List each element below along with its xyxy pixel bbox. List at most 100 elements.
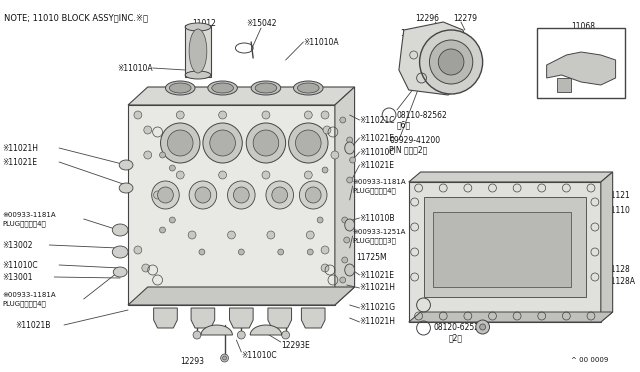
Text: 11110: 11110 xyxy=(605,205,630,215)
Text: ※11010C: ※11010C xyxy=(360,148,395,157)
Text: （24）: （24） xyxy=(448,311,467,321)
Text: ※00933-1181A: ※00933-1181A xyxy=(353,179,406,185)
Ellipse shape xyxy=(255,83,276,93)
Text: ※11021E: ※11021E xyxy=(360,270,394,279)
Text: 11012: 11012 xyxy=(192,19,216,28)
Circle shape xyxy=(219,171,227,179)
Circle shape xyxy=(349,157,356,163)
Text: ※11021G: ※11021G xyxy=(360,304,396,312)
Polygon shape xyxy=(185,25,211,77)
Polygon shape xyxy=(335,87,355,305)
Circle shape xyxy=(176,171,184,179)
Polygon shape xyxy=(268,308,292,328)
Text: ※15042: ※15042 xyxy=(246,19,276,28)
Circle shape xyxy=(203,123,243,163)
Polygon shape xyxy=(128,87,355,105)
Text: 11128A: 11128A xyxy=(605,278,635,286)
Text: 08110-82562: 08110-82562 xyxy=(397,110,448,119)
Text: ※11010A: ※11010A xyxy=(303,38,339,46)
Circle shape xyxy=(340,117,346,123)
Circle shape xyxy=(134,246,142,254)
Ellipse shape xyxy=(185,71,211,79)
Ellipse shape xyxy=(208,81,237,95)
Circle shape xyxy=(438,49,464,75)
Text: ※11010A: ※11010A xyxy=(117,64,153,73)
Circle shape xyxy=(347,137,353,143)
Circle shape xyxy=(262,171,270,179)
Text: 12296E: 12296E xyxy=(400,29,429,38)
Circle shape xyxy=(476,320,490,334)
Circle shape xyxy=(272,187,287,203)
Circle shape xyxy=(331,151,339,159)
Circle shape xyxy=(317,217,323,223)
Text: ※11010C: ※11010C xyxy=(2,260,38,269)
Circle shape xyxy=(266,181,294,209)
Circle shape xyxy=(344,237,349,243)
Ellipse shape xyxy=(294,81,323,95)
Circle shape xyxy=(321,246,329,254)
Circle shape xyxy=(307,249,313,255)
Circle shape xyxy=(238,249,244,255)
Ellipse shape xyxy=(345,142,355,154)
Text: ※11021H: ※11021H xyxy=(2,144,38,153)
Circle shape xyxy=(342,217,348,223)
Circle shape xyxy=(176,111,184,119)
Circle shape xyxy=(253,130,279,156)
Polygon shape xyxy=(601,172,612,322)
Ellipse shape xyxy=(119,183,133,193)
Text: ^ 00 0009: ^ 00 0009 xyxy=(572,357,609,363)
Circle shape xyxy=(195,187,211,203)
Circle shape xyxy=(221,354,228,362)
Text: ※11010C: ※11010C xyxy=(241,350,277,359)
Circle shape xyxy=(161,123,200,163)
Polygon shape xyxy=(201,325,232,335)
Text: NOTE; 11010 BLOCK ASSY（INC.※）: NOTE; 11010 BLOCK ASSY（INC.※） xyxy=(4,13,148,22)
Circle shape xyxy=(134,111,142,119)
Circle shape xyxy=(170,217,175,223)
Circle shape xyxy=(321,111,329,119)
Circle shape xyxy=(188,231,196,239)
Circle shape xyxy=(307,231,314,239)
Text: 12279: 12279 xyxy=(453,13,477,22)
Text: 12296: 12296 xyxy=(415,13,440,22)
Polygon shape xyxy=(128,287,355,305)
Circle shape xyxy=(234,187,249,203)
Circle shape xyxy=(168,130,193,156)
Text: ※11021H: ※11021H xyxy=(360,317,396,327)
Circle shape xyxy=(278,249,284,255)
Circle shape xyxy=(228,181,255,209)
Text: ※11010B: ※11010B xyxy=(360,214,395,222)
Text: ※11021H: ※11021H xyxy=(360,283,396,292)
Circle shape xyxy=(223,356,227,360)
Circle shape xyxy=(323,126,331,134)
Text: 11128: 11128 xyxy=(605,266,630,275)
Text: 11725M: 11725M xyxy=(356,253,387,263)
Circle shape xyxy=(305,111,312,119)
Circle shape xyxy=(199,249,205,255)
Circle shape xyxy=(305,171,312,179)
Ellipse shape xyxy=(119,160,133,170)
Circle shape xyxy=(193,331,201,339)
Ellipse shape xyxy=(251,81,281,95)
Ellipse shape xyxy=(170,83,191,93)
Circle shape xyxy=(210,130,236,156)
Circle shape xyxy=(219,111,227,119)
Circle shape xyxy=(321,264,329,272)
Circle shape xyxy=(262,111,270,119)
Ellipse shape xyxy=(298,83,319,93)
Text: ※13002: ※13002 xyxy=(2,241,33,250)
Circle shape xyxy=(347,177,353,183)
Text: ※11021C: ※11021C xyxy=(360,115,395,125)
Ellipse shape xyxy=(212,83,234,93)
Circle shape xyxy=(479,324,486,330)
Polygon shape xyxy=(409,172,612,182)
Ellipse shape xyxy=(189,29,207,73)
Circle shape xyxy=(154,191,161,199)
Polygon shape xyxy=(128,105,335,305)
Text: PLUGプラグ（3）: PLUGプラグ（3） xyxy=(353,238,397,244)
Text: ※13001: ※13001 xyxy=(2,273,33,282)
Text: PLUGプラグ（4）: PLUGプラグ（4） xyxy=(2,221,45,227)
Polygon shape xyxy=(433,212,572,287)
Ellipse shape xyxy=(166,81,195,95)
Ellipse shape xyxy=(112,224,128,236)
